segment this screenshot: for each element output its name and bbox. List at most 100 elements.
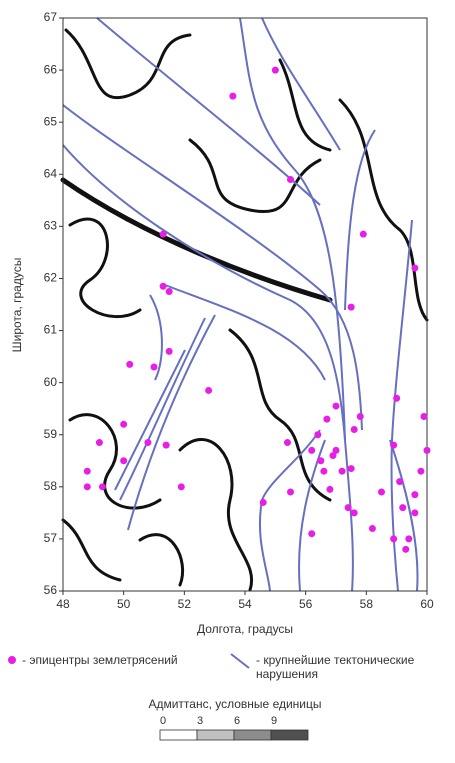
x-tick-label: 48	[56, 597, 70, 611]
epicenter	[390, 441, 398, 449]
epicenter	[359, 230, 367, 238]
y-tick-label: 60	[44, 375, 58, 389]
fault-line	[96, 17, 321, 206]
epicenter	[417, 467, 425, 475]
colorbar-swatch	[159, 729, 198, 741]
legend-marker	[8, 656, 16, 664]
colorbar-swatch	[270, 729, 309, 741]
fault-line	[164, 284, 326, 381]
epicenter	[159, 282, 167, 290]
epicenter	[368, 524, 376, 532]
epicenter	[399, 504, 407, 512]
epicenter	[411, 491, 419, 499]
epicenter	[323, 415, 331, 423]
colorbar-tick-label: 6	[234, 715, 240, 727]
epicenter	[320, 467, 328, 475]
epicenter	[259, 498, 267, 506]
y-tick-label: 56	[44, 583, 58, 597]
legend-label: - эпицентры землетрясений	[22, 653, 178, 667]
epicenter	[393, 394, 401, 402]
colorbar-tick-label: 0	[160, 715, 166, 727]
y-tick-label: 61	[44, 323, 58, 337]
epicenter	[378, 488, 385, 496]
epicenter	[308, 446, 316, 454]
x-tick-label: 50	[117, 597, 131, 611]
y-tick-label: 58	[44, 479, 58, 493]
fault-line	[62, 144, 346, 441]
epicenter	[332, 402, 340, 410]
epicenter	[411, 264, 419, 272]
fault-line	[261, 17, 341, 151]
y-tick-label: 65	[44, 114, 58, 128]
faults	[62, 17, 419, 592]
legend-line	[230, 653, 250, 669]
colorbar-tick-label: 9	[271, 715, 277, 727]
y-tick-label: 59	[44, 427, 58, 441]
epicenter	[347, 465, 355, 473]
fault-line	[298, 439, 326, 592]
y-axis-label: Широта, градусы	[10, 258, 24, 353]
epicenter	[317, 457, 325, 465]
epicenter	[165, 287, 173, 295]
epicenter	[150, 363, 158, 371]
epicenter	[229, 92, 237, 100]
epicenter	[332, 446, 340, 454]
epicenter	[356, 412, 364, 420]
fault-line	[114, 349, 186, 491]
epicenter	[420, 412, 428, 420]
epicenter	[326, 485, 334, 493]
colorbar-tick-label: 3	[197, 715, 203, 727]
epicenter	[271, 66, 279, 74]
epicenter	[411, 509, 419, 517]
epicenter	[98, 483, 106, 491]
colorbar-swatch	[196, 729, 235, 741]
x-tick-label: 52	[178, 597, 192, 611]
admittance-background	[60, 28, 429, 592]
fault-line	[127, 314, 216, 531]
epicenter	[205, 386, 213, 394]
epicenter	[287, 175, 294, 183]
epicenter	[350, 509, 358, 517]
epicenter	[144, 439, 152, 447]
y-tick-label: 57	[44, 531, 58, 545]
legend-label: - крупнейшие тектонические нарушения	[256, 653, 415, 681]
epicenter	[402, 545, 410, 553]
epicenter	[165, 347, 173, 355]
fault-line	[258, 429, 321, 592]
y-tick-label: 66	[44, 62, 58, 76]
epicenter	[308, 530, 316, 538]
x-tick-label: 54	[238, 597, 252, 611]
epicenter	[390, 535, 398, 543]
epicenter	[283, 439, 291, 447]
fault-line	[344, 439, 354, 592]
epicenter	[396, 478, 404, 486]
epicenter	[314, 431, 322, 439]
fault-line	[390, 219, 413, 592]
epicenter	[177, 483, 185, 491]
colorbar-title: Адмиттанс, условные единицы	[148, 697, 321, 711]
x-axis-label: Долгота, градусы	[197, 622, 293, 636]
fault-line	[149, 294, 163, 381]
fault-line	[62, 104, 363, 431]
epicenter	[83, 467, 91, 475]
fault-line	[344, 129, 376, 311]
epicenter	[423, 446, 431, 454]
epicenter	[120, 420, 128, 428]
epicenter	[159, 230, 167, 238]
epicenter	[95, 439, 103, 447]
epicenter	[126, 360, 134, 368]
fault-line	[389, 439, 419, 592]
x-tick-label: 58	[360, 597, 374, 611]
colorbar-swatch	[233, 729, 272, 741]
epicenter	[350, 426, 358, 434]
epicenter	[344, 504, 352, 512]
y-tick-label: 62	[44, 271, 58, 285]
fault-line	[239, 17, 346, 441]
epicenter	[329, 452, 337, 460]
y-tick-label: 67	[44, 10, 58, 24]
y-tick-label: 64	[44, 166, 58, 180]
y-tick-label: 63	[44, 219, 58, 233]
epicenter	[162, 441, 170, 449]
